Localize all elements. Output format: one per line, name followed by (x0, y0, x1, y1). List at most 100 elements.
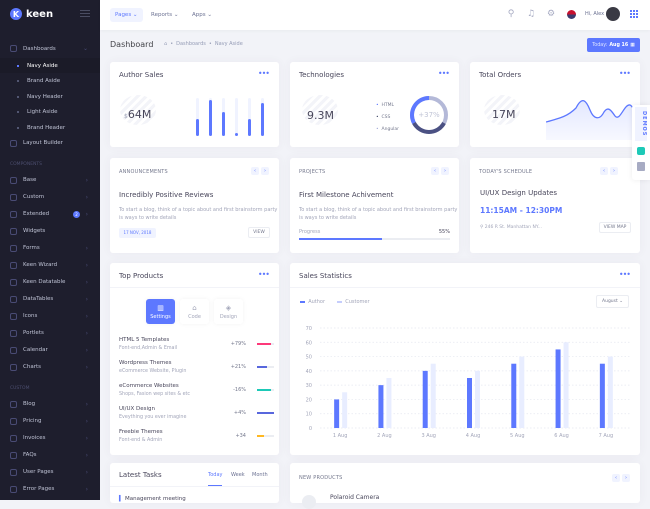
sidebar-item-widgets[interactable]: Widgets (0, 224, 100, 239)
product-name[interactable]: Polaroid Camera (330, 494, 380, 501)
bar-customer (386, 378, 392, 428)
sidebar-item-label: Widgets (23, 228, 46, 234)
more-icon[interactable]: ••• (437, 69, 450, 78)
us-flag-icon[interactable] (567, 10, 576, 19)
apps-grid-icon[interactable] (630, 10, 638, 18)
demos-panel: DEMOS (632, 105, 650, 180)
tab-month[interactable]: Month (252, 472, 268, 478)
next-arrow-icon[interactable]: › (441, 167, 449, 175)
demos-button[interactable]: DEMOS (635, 107, 647, 141)
menu-icon (10, 468, 17, 476)
product-row[interactable]: Wordpress Themes eCommerce Website, Plugi… (119, 360, 274, 382)
layers-icon[interactable] (637, 147, 645, 155)
product-row[interactable]: Freebie Themes Font-end & Admin +34 (119, 429, 274, 451)
sidebar-item-navy-header[interactable]: Navy Header (0, 89, 100, 104)
document-icon[interactable] (637, 162, 645, 171)
menu-apps[interactable]: Apps ⌄ (192, 12, 212, 18)
tab-week[interactable]: Week (231, 472, 245, 478)
sidebar-item-brand-header[interactable]: Brand Header (0, 120, 100, 135)
prev-arrow-icon[interactable]: ‹ (600, 167, 608, 175)
product-bar (257, 412, 274, 414)
more-icon[interactable]: ••• (257, 69, 270, 78)
product-row[interactable]: eCommerce Websites Shops, Fasion wep site… (119, 383, 274, 405)
date-picker-button[interactable]: Today: Aug 16 ▦ (587, 38, 640, 52)
menu-icon (10, 346, 17, 354)
sidebar-item-pricing[interactable]: Pricing › (0, 414, 100, 429)
bell-icon[interactable]: ♫ (526, 9, 536, 19)
sidebar-item-extended[interactable]: Extended 2 › (0, 207, 100, 222)
bar-author (555, 349, 561, 428)
menu-icon (10, 434, 17, 442)
tab-today[interactable]: Today (208, 472, 223, 478)
sidebar-item-forms[interactable]: Forms › (0, 241, 100, 256)
more-icon[interactable]: ••• (257, 270, 270, 279)
sidebar-item-faqs[interactable]: FAQs › (0, 448, 100, 463)
home-icon[interactable]: ⌂ (164, 41, 168, 47)
sidebar-item-portlets[interactable]: Portlets › (0, 326, 100, 341)
breadcrumb-navy-aside[interactable]: Navy Aside (214, 41, 243, 47)
card-title: PROJECTS (299, 169, 326, 175)
sidebar-item-calendar[interactable]: Calendar › (0, 343, 100, 358)
sales-bar (196, 98, 199, 136)
y-tick-label: 40 (306, 369, 312, 375)
product-row[interactable]: HTML 5 Templates Font-end,Admin & Email +7… (119, 337, 274, 359)
sidebar-item-charts[interactable]: Charts › (0, 360, 100, 375)
breadcrumb-dashboards[interactable]: Dashboards (176, 41, 206, 47)
tech-legend: • HTML • CSS • Angular (376, 103, 400, 132)
tab-design[interactable]: ◈ Design (214, 299, 243, 324)
next-arrow-icon[interactable]: › (622, 474, 630, 482)
bar-chart-icon: ▥ (157, 304, 164, 312)
menu-icon (10, 261, 17, 269)
product-row[interactable]: UI/UX Design Eveything you ever imagine +4… (119, 406, 274, 428)
author-sales-value: 64M (127, 108, 152, 121)
prev-arrow-icon[interactable]: ‹ (431, 167, 439, 175)
sidebar-item-invoices[interactable]: Invoices › (0, 431, 100, 446)
next-arrow-icon[interactable]: › (610, 167, 618, 175)
next-arrow-icon[interactable]: › (261, 167, 269, 175)
schedule-card: TODAY'S SCHEDULE ‹ › UI/UX Design Updates… (470, 158, 640, 253)
sidebar-item-layout-builder[interactable]: Layout Builder (0, 136, 100, 151)
lock-icon: ⌂ (192, 304, 197, 312)
user-greeting[interactable]: Hi, Alex (585, 11, 605, 17)
search-icon[interactable]: ⚲ (507, 9, 515, 19)
sidebar-item-custom[interactable]: Custom › (0, 190, 100, 205)
tab-code[interactable]: ⌂ Code (180, 299, 209, 324)
more-icon[interactable]: ••• (618, 69, 631, 78)
avatar[interactable] (606, 7, 620, 21)
menu-pages[interactable]: Pages ⌄ (110, 8, 143, 22)
sidebar-item-navy-aside[interactable]: Navy Aside (0, 58, 100, 73)
menu-toggle-icon[interactable] (80, 10, 90, 19)
sidebar-item-label: Calendar (23, 347, 48, 353)
view-button[interactable]: VIEW (248, 227, 270, 238)
product-bar (257, 435, 274, 437)
sales-bar-chart: 0 10 20 30 40 50 60 70 1 Aug 2 Aug 3 Aug 4 Aug 5 Aug… (306, 326, 630, 438)
sales-bar (222, 98, 225, 136)
sidebar-item-keen-wizard[interactable]: Keen Wizard › (0, 258, 100, 273)
menu-reports[interactable]: Reports ⌄ (151, 12, 179, 18)
more-icon[interactable]: ••• (618, 270, 631, 279)
sidebar-item-label: Error Pages (23, 486, 55, 492)
sidebar-item-datatables[interactable]: DataTables › (0, 292, 100, 307)
chevron-icon: › (85, 468, 88, 476)
sidebar-item-blog[interactable]: Blog › (0, 397, 100, 412)
chevron-icon: › (85, 434, 88, 442)
sidebar-item-light-aside[interactable]: Light Aside (0, 105, 100, 120)
technologies-donut (410, 96, 448, 134)
latest-tasks-card: Latest Tasks Today Week Month ▍ Manageme… (110, 463, 279, 503)
sidebar-item-user-pages[interactable]: User Pages › (0, 465, 100, 480)
task-item[interactable]: ▍ Management meeting (119, 496, 186, 502)
prev-arrow-icon[interactable]: ‹ (251, 167, 259, 175)
sidebar-item-dashboards[interactable]: Dashboards ⌄ (0, 41, 100, 56)
sidebar-item-icons[interactable]: Icons › (0, 309, 100, 324)
sidebar-item-base[interactable]: Base › (0, 173, 100, 188)
view-map-button[interactable]: VIEW MAP (599, 222, 631, 233)
sidebar-item-error-pages[interactable]: Error Pages › (0, 482, 100, 497)
prev-arrow-icon[interactable]: ‹ (612, 474, 620, 482)
sidebar-item-keen-datatable[interactable]: Keen Datatable › (0, 275, 100, 290)
menu-icon (10, 329, 17, 337)
tab-settings[interactable]: ▥ Settings (146, 299, 175, 324)
sidebar-item-brand-aside[interactable]: Brand Aside (0, 74, 100, 89)
month-dropdown[interactable]: August ⌄ (596, 295, 629, 308)
gear-icon[interactable]: ⚙ (546, 9, 556, 19)
